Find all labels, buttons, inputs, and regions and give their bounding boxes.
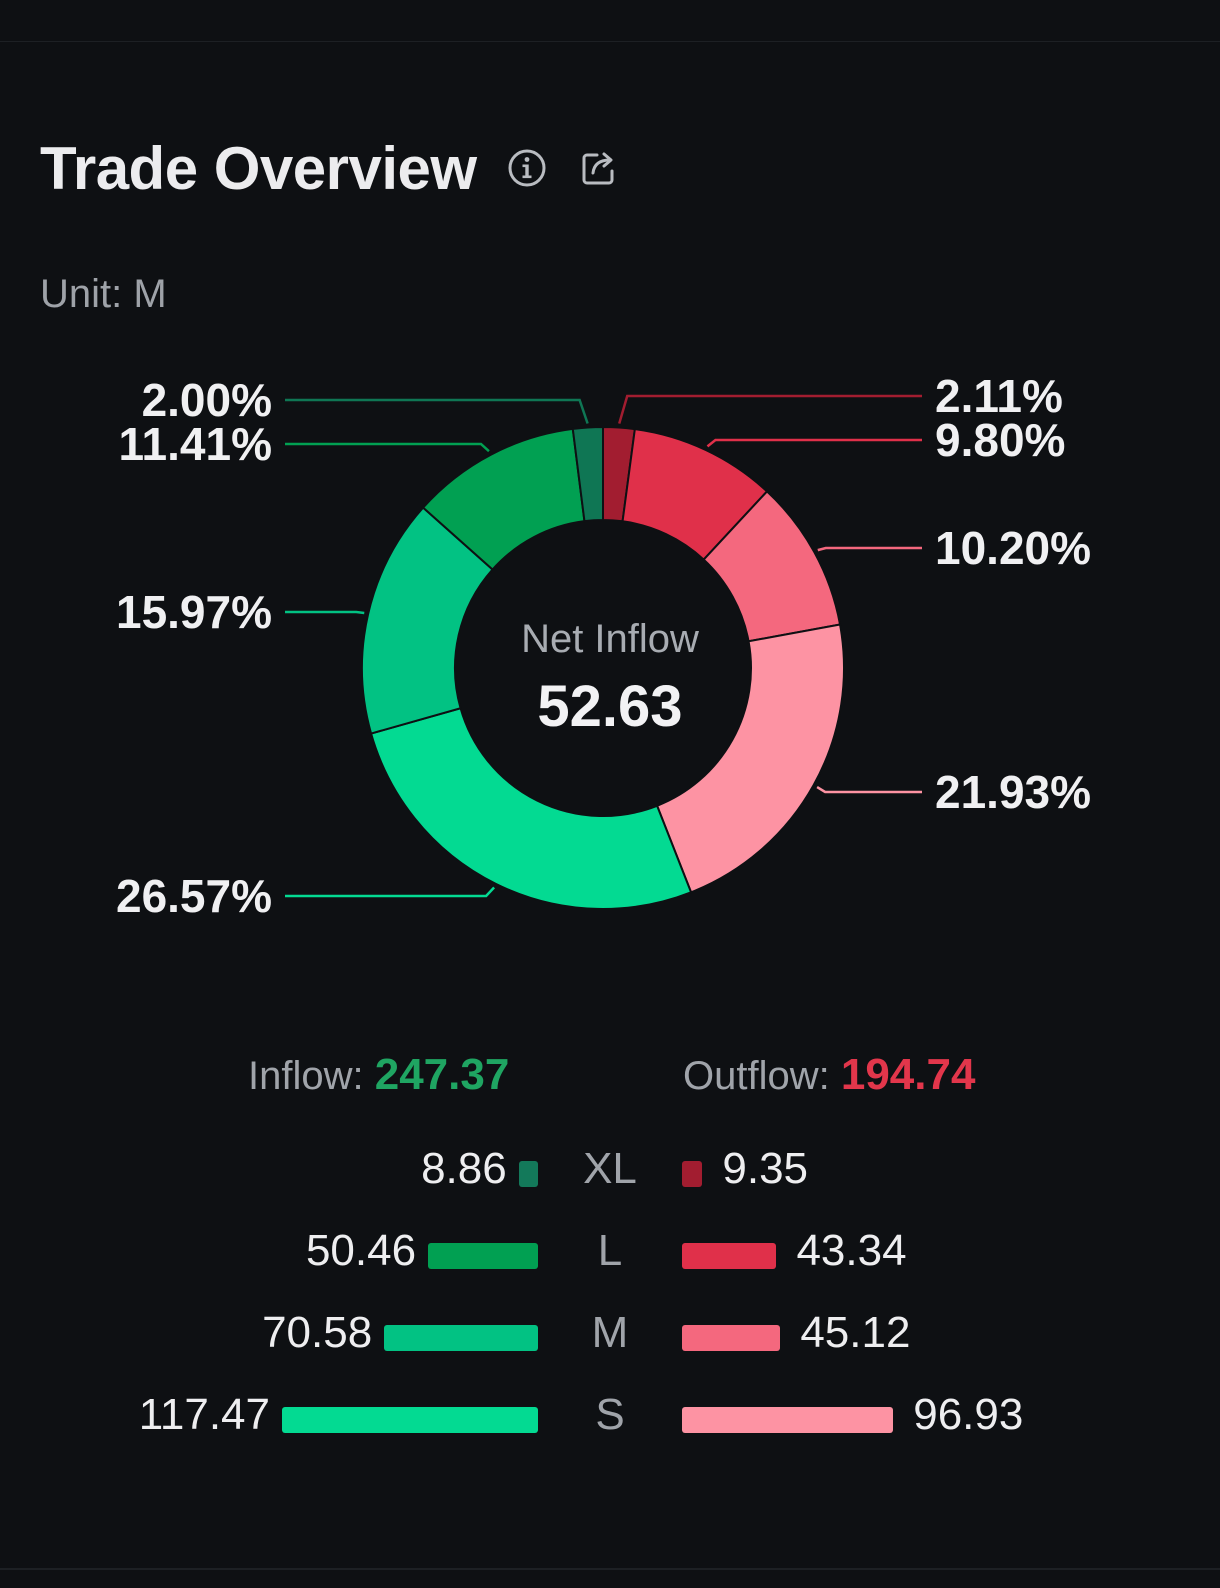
leader-line xyxy=(285,442,490,453)
breakdown-row-l: 50.46 L 43.34 xyxy=(0,1226,1220,1286)
outflow-bar xyxy=(682,1407,894,1433)
percent-label: 2.11% xyxy=(935,370,1063,422)
donut-slice-xl-inflow xyxy=(571,425,604,523)
category-label: XL xyxy=(583,1144,637,1193)
header: Trade Overview xyxy=(40,128,621,208)
outflow-total-label: Outflow: xyxy=(683,1054,830,1098)
inflow-value: 50.46 xyxy=(305,1226,417,1275)
breakdown-row-s: 117.47 S 96.93 xyxy=(0,1390,1220,1450)
leader-line xyxy=(285,886,496,898)
outflow-bar xyxy=(682,1161,703,1187)
percent-label: 11.41% xyxy=(119,418,272,470)
top-divider xyxy=(0,41,1220,42)
inflow-value: 70.58 xyxy=(262,1308,373,1357)
outflow-value: 96.93 xyxy=(913,1390,1024,1439)
percent-label: 15.97% xyxy=(116,586,272,638)
outflow-value: 45.12 xyxy=(800,1308,911,1357)
inflow-bar xyxy=(384,1325,538,1351)
center-value: 52.63 xyxy=(537,674,682,739)
percent-label: 21.93% xyxy=(935,766,1091,818)
breakdown-row-m: 70.58 M 45.12 xyxy=(0,1308,1220,1368)
outflow-total: Outflow: 194.74 xyxy=(683,1050,975,1100)
inflow-value: 8.86 xyxy=(421,1144,507,1193)
percent-label: 10.20% xyxy=(935,522,1091,574)
inflow-total-value: 247.37 xyxy=(374,1050,510,1099)
percent-label: 9.80% xyxy=(935,414,1065,466)
inflow-value: 117.47 xyxy=(138,1390,270,1439)
page-title: Trade Overview xyxy=(40,134,477,202)
outflow-value: 9.35 xyxy=(722,1144,809,1193)
info-icon[interactable] xyxy=(505,146,549,190)
unit-label: Unit: M xyxy=(40,272,167,316)
outflow-bar xyxy=(682,1243,777,1269)
leader-line xyxy=(817,546,922,552)
outflow-value: 43.34 xyxy=(796,1226,907,1275)
leader-line xyxy=(285,398,589,424)
inflow-bar xyxy=(518,1161,538,1187)
outflow-bar xyxy=(682,1325,781,1351)
leader-line xyxy=(706,438,922,448)
inflow-total: Inflow: 247.37 xyxy=(248,1050,509,1100)
totals-row: Inflow: 247.37 Outflow: 194.74 xyxy=(0,1050,1220,1110)
donut-slice-s-outflow xyxy=(655,623,845,894)
category-label: S xyxy=(595,1390,625,1439)
outflow-total-value: 194.74 xyxy=(840,1050,976,1099)
center-title: Net Inflow xyxy=(521,617,699,661)
category-label: M xyxy=(591,1308,629,1357)
bottom-divider xyxy=(0,1568,1220,1570)
percent-label: 26.57% xyxy=(116,870,272,922)
breakdown-row-xl: 8.86 XL 9.35 xyxy=(0,1144,1220,1204)
percent-label: 2.00% xyxy=(142,374,272,426)
leader-line xyxy=(816,786,922,794)
donut-chart: 2.11%9.80% 10.20% 21.93% 26.57% 15.97% 11.41%… xyxy=(116,370,1091,922)
inflow-bar xyxy=(282,1407,538,1433)
leader-line xyxy=(618,394,922,424)
leader-line xyxy=(285,610,365,615)
category-label: L xyxy=(597,1226,623,1275)
donut-slice-s-inflow xyxy=(369,707,693,910)
inflow-bar xyxy=(428,1243,538,1269)
share-icon[interactable] xyxy=(577,146,621,190)
inflow-total-label: Inflow: xyxy=(248,1054,364,1098)
